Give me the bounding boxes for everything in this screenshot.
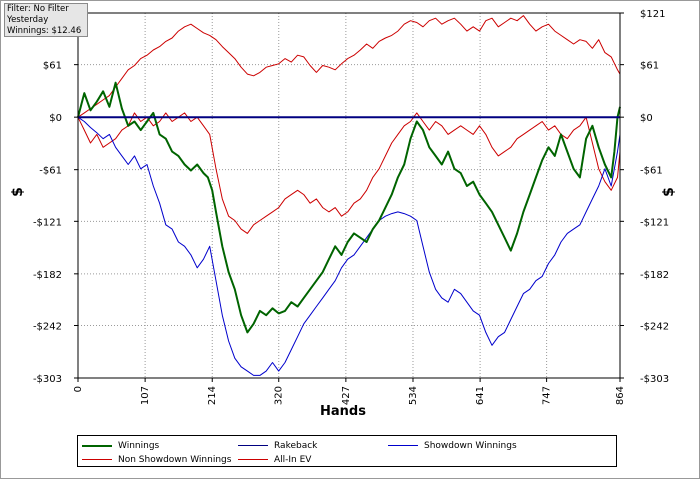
y-tick-label-left: -$121 — [33, 217, 62, 228]
filter-label: Filter: No Filter — [7, 4, 69, 14]
y-tick-label-left: $61 — [43, 61, 62, 72]
x-axis-label: Hands — [320, 404, 366, 419]
legend-label-all-in-ev: All-In EV — [274, 454, 312, 465]
x-tick-label: 320 — [274, 386, 285, 405]
legend-swatch-showdown-winnings — [388, 445, 418, 446]
x-tick-label: 534 — [408, 386, 419, 405]
grid — [78, 13, 620, 378]
y-tick-label-right: -$61 — [640, 166, 663, 177]
y-tick-label-left: -$303 — [33, 374, 62, 385]
legend-item-rakeback: Rakeback — [238, 439, 317, 452]
x-tick-label: 427 — [341, 386, 352, 405]
series-line-winnings — [77, 81, 621, 334]
y-axis-label-left: $ — [10, 187, 26, 197]
y-tick-label-right: $0 — [640, 113, 653, 124]
period-label: Yesterday — [7, 15, 49, 25]
winnings-label: Winnings: $12.46 — [7, 26, 82, 36]
legend-swatch-all-in-ev — [238, 459, 268, 460]
x-tick-label: 214 — [207, 386, 218, 405]
filter-info-box: Filter: No Filter Yesterday Winnings: $1… — [4, 3, 88, 37]
y-tick-label-right: $61 — [640, 61, 659, 72]
y-axis-label-right: $ — [661, 187, 677, 197]
legend-label-non-showdown-winnings: Non Showdown Winnings — [118, 454, 232, 465]
y-tick-label-right: -$121 — [640, 217, 669, 228]
x-tick-label: 747 — [542, 386, 553, 405]
series-line-all-in-ev — [77, 15, 621, 118]
y-tick-label-left: $0 — [49, 113, 62, 124]
plot-frame — [77, 12, 621, 379]
legend-item-winnings: Winnings — [82, 439, 159, 452]
legend-swatch-winnings — [82, 444, 112, 447]
x-axis: 0 107 214 320 427 534 641 747 864 — [73, 378, 626, 405]
legend-item-all-in-ev: All-In EV — [238, 453, 311, 466]
x-tick-label: 0 — [73, 386, 84, 392]
y-tick-label-right: $121 — [640, 9, 665, 20]
legend: Winnings Rakeback Showdown Winnings Non … — [77, 435, 617, 467]
legend-item-non-showdown-winnings: Non Showdown Winnings — [82, 453, 231, 466]
legend-label-rakeback: Rakeback — [274, 440, 318, 451]
y-tick-label-right: -$303 — [640, 374, 669, 385]
legend-swatch-rakeback — [238, 445, 268, 446]
legend-item-showdown-winnings: Showdown Winnings — [388, 439, 517, 452]
y-tick-label-left: -$242 — [33, 321, 62, 332]
y-tick-label-left: -$61 — [39, 166, 62, 177]
legend-label-showdown-winnings: Showdown Winnings — [424, 440, 517, 451]
series-layer — [77, 15, 621, 376]
legend-label-winnings: Winnings — [118, 440, 160, 451]
x-tick-label: 641 — [475, 386, 486, 405]
y-tick-label-right: -$242 — [640, 321, 669, 332]
legend-swatch-non-showdown-winnings — [82, 459, 112, 460]
y-axis-right: $121 $61 $0 -$61 -$121 -$182 -$242 -$303 — [620, 9, 669, 385]
y-tick-label-right: -$182 — [640, 270, 669, 281]
x-tick-label: 864 — [615, 386, 626, 405]
x-tick-label: 107 — [140, 386, 151, 405]
y-tick-label-left: -$182 — [33, 270, 62, 281]
series-line-showdown-winnings — [77, 116, 621, 376]
